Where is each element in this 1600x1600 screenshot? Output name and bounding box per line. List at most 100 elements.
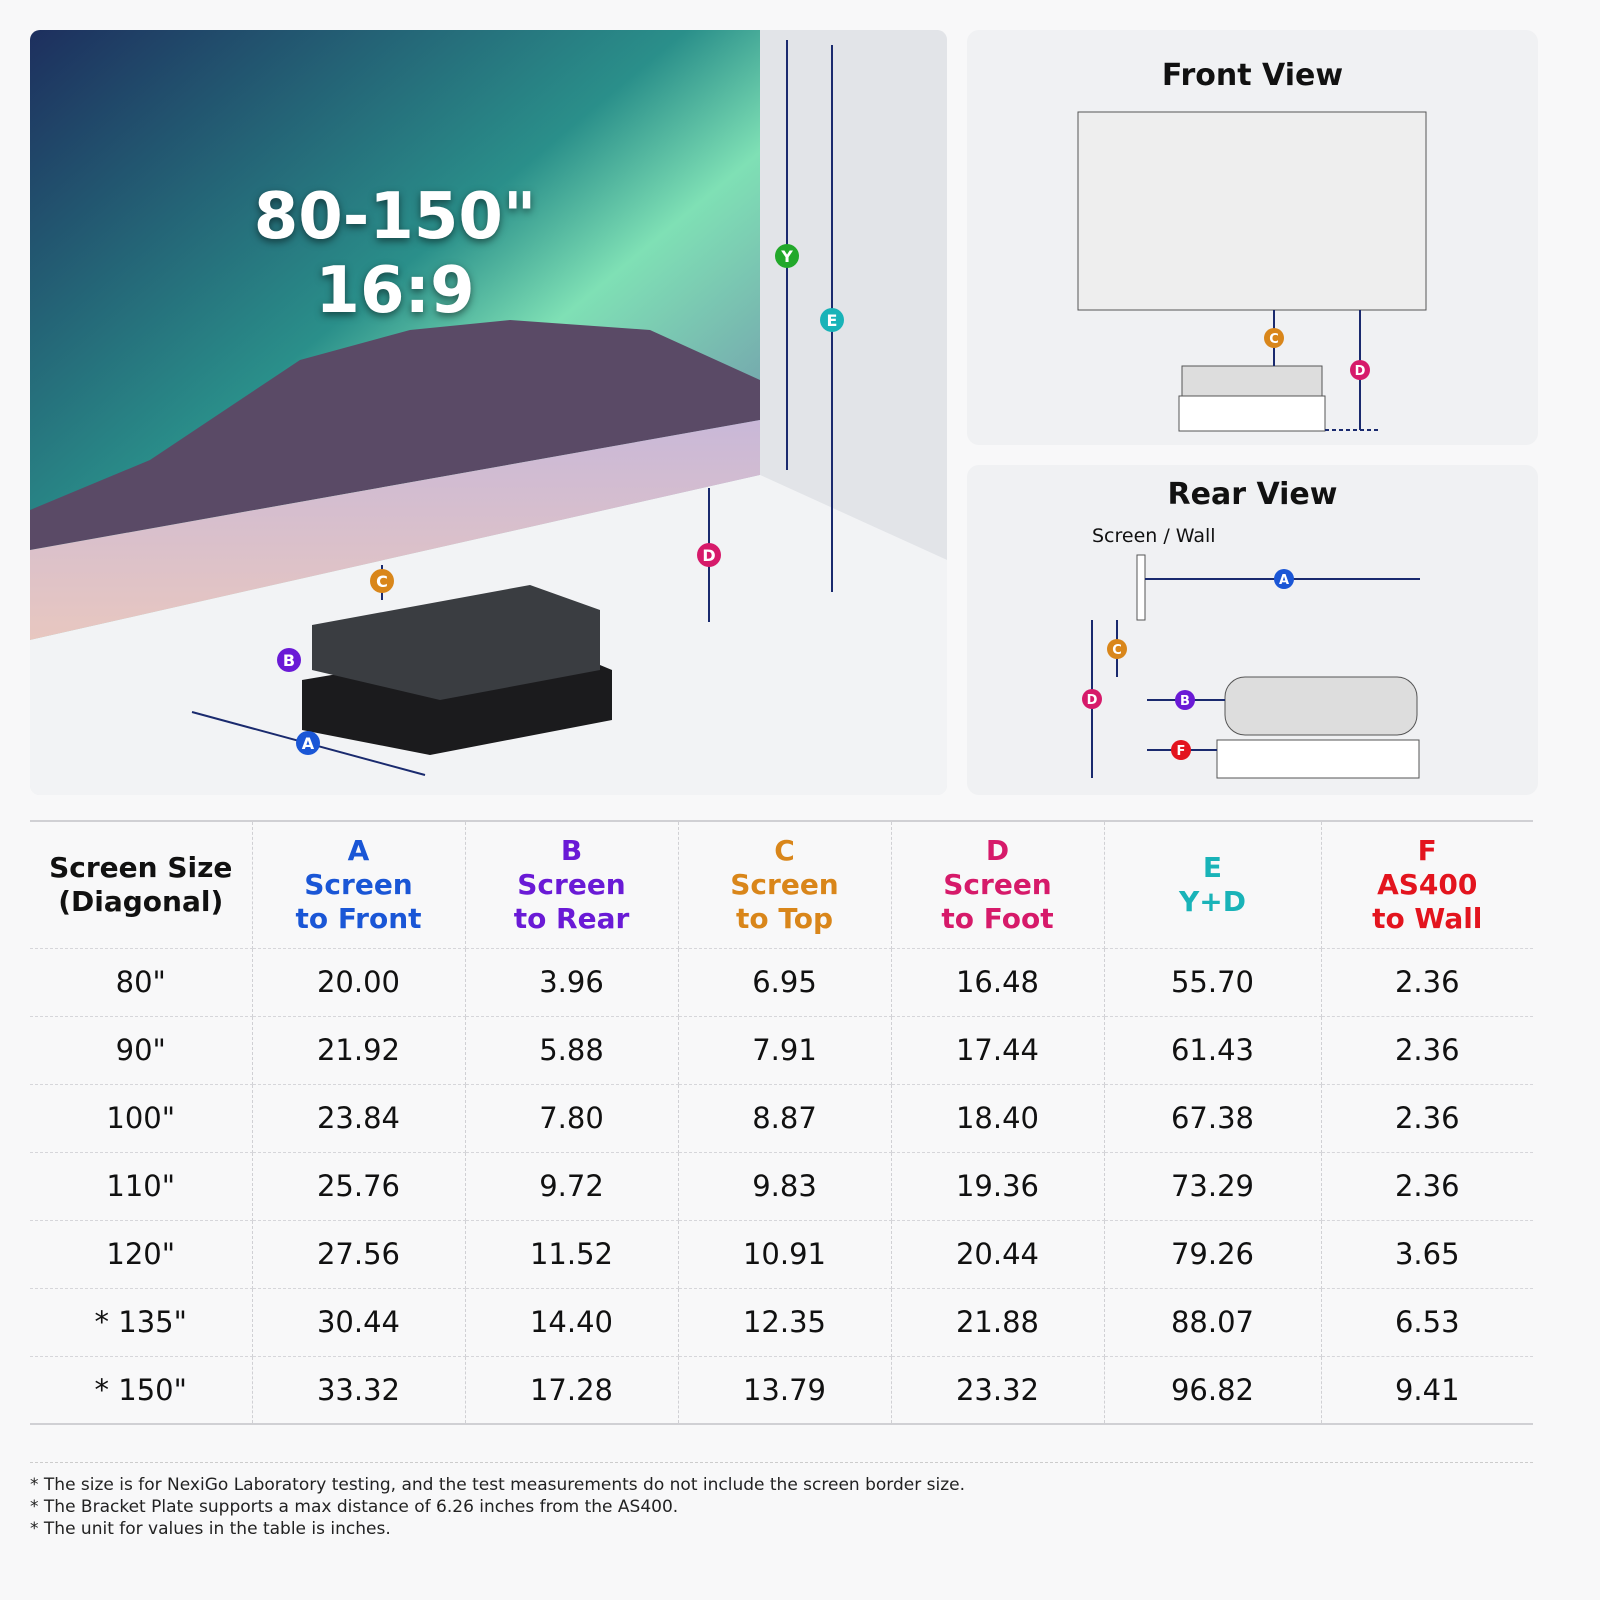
table-cell: 90" [30, 1016, 253, 1085]
footnote: * The unit for values in the table is in… [30, 1519, 391, 1539]
svg-text:C: C [376, 572, 388, 591]
column-header: F AS400 to Wall [1321, 821, 1533, 949]
marker-b-icon: B [277, 648, 301, 672]
marker-y-icon: Y [775, 244, 799, 268]
table-cell: 2.36 [1321, 948, 1533, 1017]
marker-d-icon: D [1350, 360, 1370, 380]
marker-c-icon: C [1107, 639, 1127, 659]
header-line: Screen [730, 867, 839, 901]
table-cell: 9.72 [465, 1152, 679, 1221]
dimensions-table: Screen Size (Diagonal) A Screen to Front B Scr… [30, 820, 1533, 1425]
header-line: B [560, 833, 583, 867]
rear-view-panel: Rear View Screen / Wall A C D B F [967, 465, 1538, 795]
table-cell: 9.41 [1321, 1356, 1533, 1425]
size-range: 80-150" [253, 180, 537, 254]
table-cell: 67.38 [1104, 1084, 1322, 1153]
header-line: to Foot [941, 901, 1054, 935]
header-line: (Diagonal) [58, 884, 224, 918]
table-cell: 27.56 [252, 1220, 466, 1289]
svg-text:B: B [1180, 694, 1190, 709]
table-cell: 79.26 [1104, 1220, 1322, 1289]
header-line: Screen Size [49, 850, 233, 884]
table-cell: 61.43 [1104, 1016, 1322, 1085]
footnote: * The Bracket Plate supports a max dista… [30, 1497, 679, 1517]
header-line: to Front [295, 901, 422, 935]
table-cell: 6.95 [678, 948, 892, 1017]
svg-text:C: C [1112, 643, 1122, 658]
header-line: to Rear [513, 901, 630, 935]
column-header: B Screen to Rear [465, 821, 679, 949]
table-cell: * 135" [30, 1288, 253, 1357]
header-line: C [774, 833, 795, 867]
divider [30, 1462, 1533, 1463]
projector [312, 585, 600, 700]
table-row: 90" 21.92 5.88 7.91 17.44 61.43 2.36 [30, 1016, 1533, 1085]
footnote: * The size is for NexiGo Laboratory test… [30, 1475, 965, 1495]
table-cell: 120" [30, 1220, 253, 1289]
header-line: D [985, 833, 1010, 867]
table-cell: 17.28 [465, 1356, 679, 1425]
table-cell: 23.32 [891, 1356, 1105, 1425]
table-row: 100" 23.84 7.80 8.87 18.40 67.38 2.36 [30, 1084, 1533, 1153]
header-line: to Wall [1372, 901, 1483, 935]
table-row: * 150" 33.32 17.28 13.79 23.32 96.82 9.41 [30, 1356, 1533, 1425]
table-cell: 30.44 [252, 1288, 466, 1357]
table-cell: 80" [30, 948, 253, 1017]
column-header: D Screen to Foot [891, 821, 1105, 949]
hero-text: 80-150" 16:9 [230, 180, 560, 328]
svg-text:Y: Y [780, 247, 793, 266]
header-line: Screen [943, 867, 1052, 901]
table-cell: 2.36 [1321, 1016, 1533, 1085]
table-cell: 7.91 [678, 1016, 892, 1085]
front-view-panel: Front View C D [967, 30, 1538, 445]
marker-a-icon: A [1274, 569, 1294, 589]
svg-text:A: A [302, 734, 315, 753]
header-line: AS400 [1377, 867, 1478, 901]
table-cell: 16.48 [891, 948, 1105, 1017]
table-cell: 6.53 [1321, 1288, 1533, 1357]
marker-d-icon: D [697, 543, 721, 567]
front-view-diagram: C D [1077, 111, 1427, 432]
svg-text:E: E [827, 311, 838, 330]
wall-label: Screen / Wall [1092, 525, 1216, 547]
header-line: F [1417, 833, 1437, 867]
marker-f-icon: F [1171, 740, 1191, 760]
table-cell: 25.76 [252, 1152, 466, 1221]
marker-c-icon: C [370, 569, 394, 593]
header-line: to Top [735, 901, 834, 935]
table-cell: 10.91 [678, 1220, 892, 1289]
header-line: E [1202, 850, 1223, 884]
svg-text:D: D [702, 546, 715, 565]
table-cell: 5.88 [465, 1016, 679, 1085]
svg-text:A: A [1279, 573, 1289, 588]
table-cell: 19.36 [891, 1152, 1105, 1221]
header-line: A [347, 833, 370, 867]
table-row: * 135" 30.44 14.40 12.35 21.88 88.07 6.53 [30, 1288, 1533, 1357]
table-cell: 18.40 [891, 1084, 1105, 1153]
table-cell: 14.40 [465, 1288, 679, 1357]
marker-e-icon: E [820, 308, 844, 332]
header-line: Y+D [1179, 884, 1246, 918]
table-cell: 8.87 [678, 1084, 892, 1153]
table-cell: 96.82 [1104, 1356, 1322, 1425]
header-line: Screen [517, 867, 626, 901]
table-cell: 20.44 [891, 1220, 1105, 1289]
marker-d-icon: D [1082, 689, 1102, 709]
front-view-title: Front View [1161, 58, 1344, 93]
table-cell: 88.07 [1104, 1288, 1322, 1357]
rear-view-diagram: A C D B F [1082, 554, 1420, 779]
svg-text:F: F [1177, 744, 1186, 759]
table-cell: 17.44 [891, 1016, 1105, 1085]
svg-text:D: D [1355, 364, 1366, 379]
aspect-ratio: 16:9 [315, 254, 475, 328]
svg-text:C: C [1269, 332, 1279, 347]
table-cell: 12.35 [678, 1288, 892, 1357]
marker-c-icon: C [1264, 328, 1284, 348]
svg-text:D: D [1087, 693, 1098, 708]
table-cell: 3.96 [465, 948, 679, 1017]
table-cell: 2.36 [1321, 1152, 1533, 1221]
column-header: E Y+D [1104, 821, 1322, 949]
table-cell: 110" [30, 1152, 253, 1221]
table-cell: 3.65 [1321, 1220, 1533, 1289]
header-line: Screen [304, 867, 413, 901]
